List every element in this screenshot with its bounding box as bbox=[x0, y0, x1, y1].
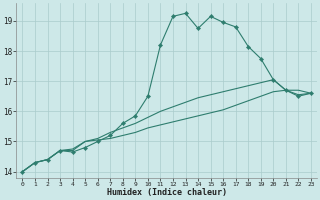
X-axis label: Humidex (Indice chaleur): Humidex (Indice chaleur) bbox=[107, 188, 227, 197]
